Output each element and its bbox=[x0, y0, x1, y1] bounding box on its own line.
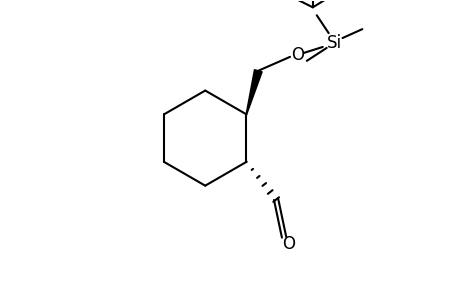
Text: O: O bbox=[291, 46, 304, 64]
Polygon shape bbox=[246, 70, 262, 114]
Text: Si: Si bbox=[326, 34, 341, 52]
Text: O: O bbox=[282, 235, 295, 253]
